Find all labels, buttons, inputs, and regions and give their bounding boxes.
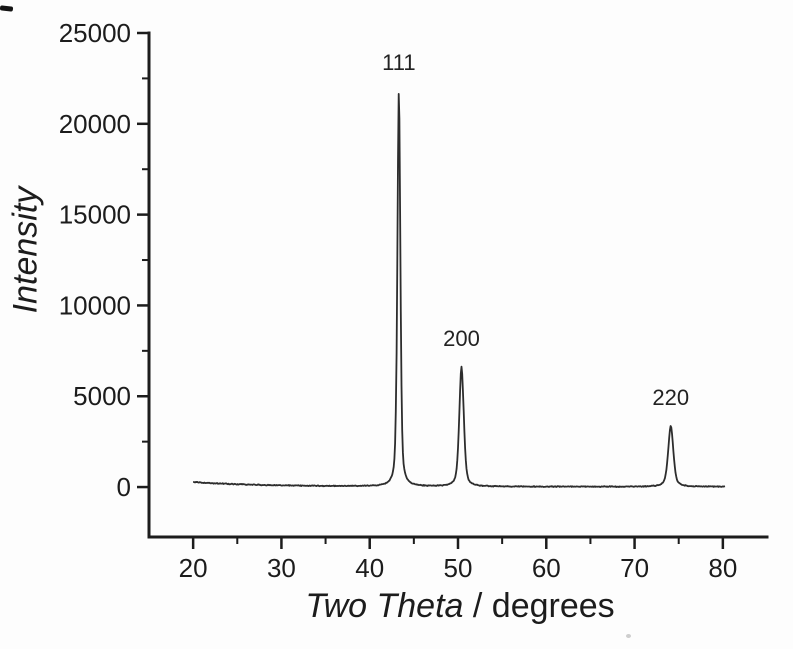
peak-label-200: 200 xyxy=(443,326,480,352)
y-tick-label: 10000 xyxy=(59,290,131,320)
axis-spines xyxy=(147,31,769,539)
x-tick-label: 80 xyxy=(708,553,737,583)
x-tick-label: 30 xyxy=(267,553,296,583)
y-tick-label: 5000 xyxy=(73,381,131,411)
x-tick-label: 20 xyxy=(179,553,208,583)
x-axis-title: Two Theta / degrees xyxy=(305,587,614,626)
x-tick-label: 50 xyxy=(444,553,473,583)
y-tick-label: 25000 xyxy=(59,18,131,48)
x-tick-label: 60 xyxy=(532,553,561,583)
y-tick-label: 15000 xyxy=(59,200,131,230)
x-axis-title-unit: / degrees xyxy=(463,587,615,625)
x-tick-label: 40 xyxy=(355,553,384,583)
x-axis-title-quantity: Two Theta xyxy=(305,587,464,625)
y-axis-title: Intensity xyxy=(6,186,45,314)
peak-label-220: 220 xyxy=(652,385,690,411)
y-tick-label: 0 xyxy=(117,472,131,502)
peak-label-111: 111 xyxy=(382,50,416,76)
x-tick-label: 70 xyxy=(620,553,649,583)
y-tick-label: 20000 xyxy=(59,109,131,139)
xrd-trace xyxy=(192,93,726,488)
scan-speck xyxy=(626,634,631,638)
